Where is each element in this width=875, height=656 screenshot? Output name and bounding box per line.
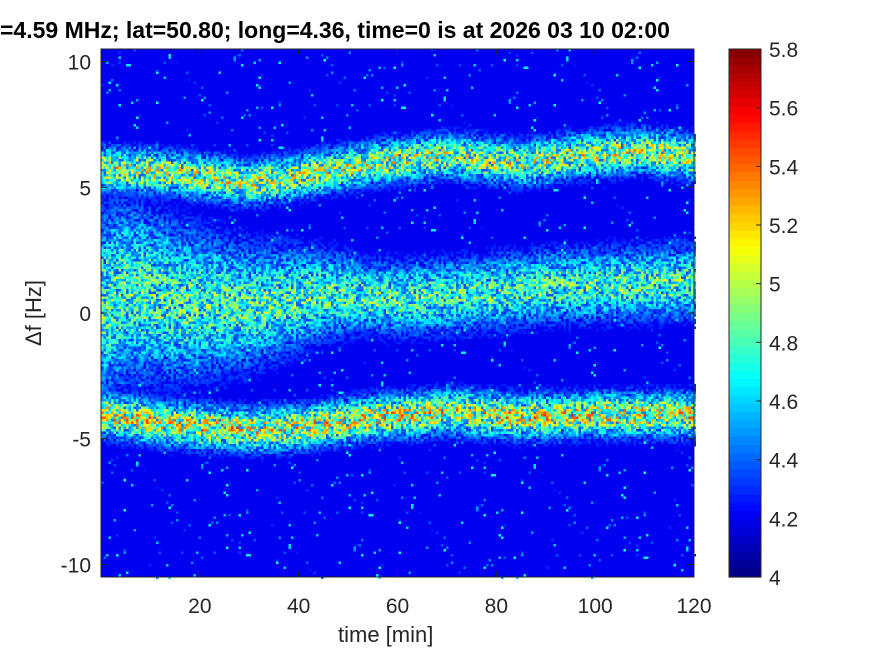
- colorbar-segment: [729, 181, 761, 190]
- x-tick-label: 40: [287, 595, 310, 618]
- x-axis-label: time [min]: [338, 622, 433, 648]
- y-axis-label: Δf [Hz]: [21, 233, 47, 393]
- colorbar-segment: [729, 395, 761, 405]
- colorbar-segment: [729, 156, 761, 166]
- heatmap-cells: [101, 49, 696, 579]
- heatmap-area: [101, 49, 696, 579]
- colorbar-tick-label: 4: [769, 567, 781, 590]
- colorbar-segment: [729, 420, 761, 430]
- colorbar-segment: [729, 502, 761, 512]
- x-tick-label: 100: [578, 595, 613, 618]
- colorbar-tick-label: 5.4: [769, 156, 799, 179]
- x-tick-label: 120: [676, 595, 711, 618]
- colorbar-segment: [729, 172, 761, 182]
- colorbar-segment: [729, 478, 761, 487]
- chart-title: =4.59 MHz; lat=50.80; long=4.36, time=0 …: [0, 16, 670, 44]
- colorbar-axis: 4 4.2 4.4 4.6 4.8 5 5.2 5.4 5.6 5.8: [756, 39, 799, 590]
- x-tick-label: 80: [485, 595, 508, 618]
- colorbar-segment: [729, 98, 761, 108]
- colorbar-segment: [729, 346, 761, 355]
- colorbar-segment: [729, 337, 761, 347]
- colorbar-segment: [729, 445, 761, 454]
- y-tick-label: 0: [79, 303, 91, 326]
- colorbar-segment: [729, 428, 761, 438]
- colorbar-segment: [729, 552, 761, 562]
- colorbar-segment: [729, 469, 761, 479]
- colorbar-segment: [729, 271, 761, 281]
- y-tick-label: 5: [79, 177, 91, 200]
- colorbar-tick-label: 4.6: [769, 391, 798, 414]
- colorbar-segment: [729, 280, 761, 289]
- colorbar-segment: [729, 255, 761, 265]
- colorbar-segment: [729, 230, 761, 240]
- colorbar-segment: [729, 57, 761, 67]
- colorbar-segment: [729, 494, 761, 504]
- y-axis: -10 -5 0 5 10: [61, 52, 694, 577]
- colorbar-segment: [729, 362, 761, 372]
- colorbar-segment: [729, 115, 761, 124]
- colorbar-segment: [729, 544, 761, 553]
- colorbar-segment: [729, 370, 761, 380]
- colorbar-segment: [729, 535, 761, 545]
- colorbar-segment: [729, 148, 761, 157]
- colorbar-segment: [729, 354, 761, 364]
- colorbar-segment: [729, 222, 761, 232]
- colorbar-tick-label: 5.2: [769, 215, 798, 238]
- colorbar-segment: [729, 412, 761, 421]
- colorbar-tick-label: 4.4: [769, 450, 799, 473]
- colorbar-segment: [729, 106, 761, 116]
- colorbar-segment: [729, 296, 761, 306]
- colorbar-segment: [729, 82, 761, 91]
- y-tick-label: -5: [72, 429, 91, 452]
- colorbar-segment: [729, 49, 761, 58]
- colorbar-segment: [729, 560, 761, 570]
- colorbar-segment: [729, 379, 761, 388]
- colorbar: [728, 48, 762, 578]
- x-axis: 20 40 60 80 100 120: [188, 49, 712, 618]
- colorbar-segment: [729, 197, 761, 207]
- colorbar-segment: [729, 461, 761, 471]
- colorbar-segment: [729, 214, 761, 223]
- x-tick-label: 20: [188, 595, 211, 618]
- y-tick-label: -10: [61, 554, 91, 577]
- colorbar-segment: [729, 453, 761, 463]
- colorbar-tick-label: 5: [769, 274, 781, 297]
- colorbar-segment: [729, 527, 761, 537]
- colorbar-segment: [729, 511, 761, 520]
- colorbar-segment: [729, 263, 761, 273]
- colorbar-segment: [729, 321, 761, 331]
- colorbar-segment: [729, 436, 761, 446]
- colorbar-segment: [729, 139, 761, 149]
- colorbar-segment: [729, 131, 761, 141]
- colorbar-segment: [729, 486, 761, 496]
- y-tick-label: 10: [68, 52, 91, 75]
- colorbar-tick-label: 4.2: [769, 508, 798, 531]
- colorbar-segment: [729, 90, 761, 100]
- colorbar-segment: [729, 164, 761, 174]
- colorbar-segment: [729, 205, 761, 215]
- x-tick-label: 60: [386, 595, 409, 618]
- colorbar-segment: [729, 304, 761, 314]
- colorbar-segment: [729, 73, 761, 83]
- colorbar-segment: [729, 403, 761, 413]
- colorbar-tick-label: 4.8: [769, 332, 798, 355]
- colorbar-segment: [729, 519, 761, 529]
- colorbar-segment: [729, 288, 761, 298]
- colorbar-tick-label: 5.6: [769, 98, 798, 121]
- colorbar-segment: [729, 238, 761, 248]
- colorbar-segment: [729, 123, 761, 133]
- colorbar-segment: [729, 568, 761, 578]
- colorbar-segment: [729, 247, 761, 256]
- colorbar-segment: [729, 313, 761, 322]
- colorbar-frame: [728, 48, 762, 578]
- colorbar-segment: [729, 329, 761, 339]
- colorbar-tick-label: 5.8: [769, 39, 798, 62]
- colorbar-segment: [729, 189, 761, 199]
- colorbar-segment: [729, 387, 761, 397]
- colorbar-segment: [729, 65, 761, 75]
- title-wrap: =4.59 MHz; lat=50.80; long=4.36, time=0 …: [0, 0, 875, 48]
